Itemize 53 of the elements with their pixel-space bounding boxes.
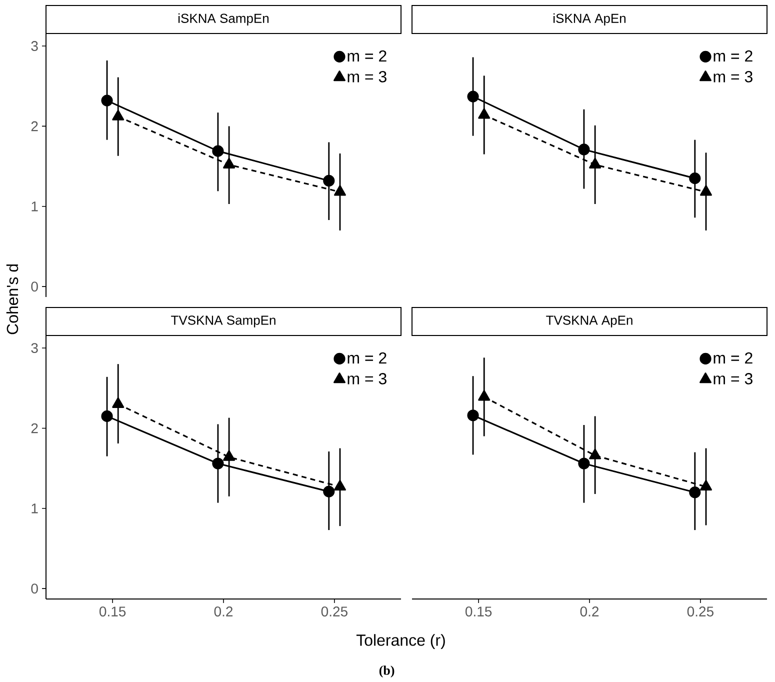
x-tick-label: 0.15 bbox=[99, 606, 126, 616]
legend-label: m = 3 bbox=[348, 71, 386, 82]
point bbox=[700, 185, 712, 196]
point bbox=[689, 486, 701, 498]
point bbox=[334, 185, 346, 196]
legend-label: m = 2 bbox=[714, 352, 752, 364]
point bbox=[478, 390, 490, 401]
x-tick-label: 0.2 bbox=[580, 606, 599, 616]
text: (b) bbox=[379, 666, 394, 678]
x-tick-label: 0.25 bbox=[321, 606, 348, 616]
x-tick-label: 0.15 bbox=[465, 606, 492, 616]
legend-label: m = 2 bbox=[348, 50, 386, 62]
point bbox=[101, 410, 113, 422]
y-tick-label: 3 bbox=[31, 41, 38, 51]
y-tick-label: 0 bbox=[31, 282, 38, 292]
x-tick-label: 0.25 bbox=[687, 606, 714, 616]
point bbox=[112, 110, 124, 120]
chart-title: iSKNA SampEn bbox=[178, 13, 269, 26]
point bbox=[689, 172, 701, 184]
chart-title: TVSKNA SampEn bbox=[171, 316, 276, 328]
y-tick-label: 2 bbox=[31, 121, 38, 132]
point bbox=[589, 158, 602, 168]
point bbox=[101, 94, 113, 106]
point bbox=[700, 480, 712, 491]
x-axis-title: Tolerance (r) bbox=[356, 634, 445, 650]
point bbox=[212, 145, 224, 157]
point bbox=[323, 486, 335, 498]
legend-label: m = 3 bbox=[348, 373, 386, 384]
y-tick-label: 1 bbox=[32, 202, 38, 212]
point bbox=[578, 458, 590, 470]
point bbox=[478, 108, 490, 119]
y-tick-label: 2 bbox=[31, 423, 38, 434]
point bbox=[578, 144, 590, 156]
y-tick-label: 0 bbox=[31, 584, 38, 594]
point bbox=[212, 458, 224, 470]
y-tick-label: 1 bbox=[32, 504, 38, 514]
point bbox=[323, 174, 335, 187]
legend-label: m = 3 bbox=[714, 373, 752, 384]
chart-title: TVSKNA ApEn bbox=[546, 316, 632, 328]
point bbox=[112, 397, 124, 408]
chart-title: iSKNA ApEn bbox=[554, 13, 626, 26]
point bbox=[467, 90, 479, 102]
point bbox=[223, 450, 236, 461]
y-tick-label: 3 bbox=[31, 343, 38, 353]
x-tick-label: 0.2 bbox=[214, 606, 233, 616]
legend-label: m = 2 bbox=[348, 352, 386, 364]
y-axis-title: Cohen's d bbox=[6, 264, 18, 334]
point bbox=[334, 480, 346, 491]
point bbox=[223, 158, 236, 168]
point bbox=[589, 448, 602, 460]
legend-label: m = 3 bbox=[714, 71, 752, 82]
point bbox=[467, 410, 479, 422]
legend-label: m = 2 bbox=[714, 50, 752, 62]
